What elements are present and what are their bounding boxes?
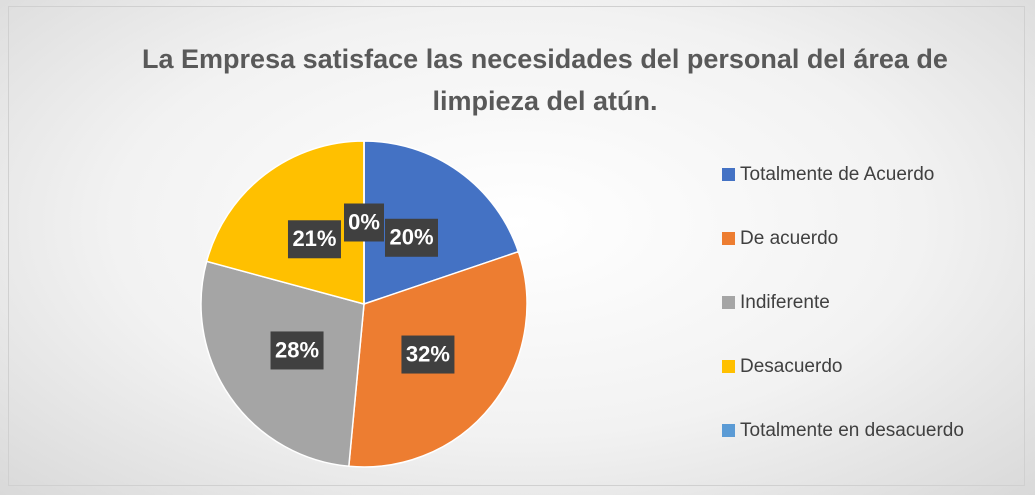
data-label-text: 32% (406, 341, 450, 366)
legend-item: Indiferente (722, 288, 972, 317)
legend-item: De acuerdo (722, 224, 972, 253)
legend-label: Totalmente en desacuerdo (740, 420, 964, 441)
data-label: 28% (270, 331, 324, 370)
data-label: 21% (287, 220, 341, 259)
data-label: 32% (401, 335, 455, 374)
data-label: 0% (344, 203, 384, 242)
data-label-text: 0% (348, 209, 380, 234)
data-label-text: 21% (292, 226, 336, 251)
data-label-box (384, 218, 438, 257)
legend-swatch (722, 168, 735, 181)
data-label-text: 28% (275, 337, 319, 362)
data-label-box (270, 331, 324, 370)
legend: Totalmente de Acuerdo De acuerdo Indiferen… (722, 160, 972, 480)
legend-swatch (722, 360, 735, 373)
chart-frame (8, 6, 1025, 486)
legend-item: Totalmente en desacuerdo (722, 416, 972, 445)
legend-item: Desacuerdo (722, 352, 972, 381)
legend-swatch (722, 232, 735, 245)
legend-label: De acuerdo (740, 228, 839, 249)
data-label: 20% (384, 218, 438, 257)
pie-slice (363, 140, 520, 306)
legend-label: Indiferente (740, 292, 830, 313)
legend-swatch (722, 296, 735, 309)
pie-slice (205, 140, 365, 305)
data-label-text: 20% (389, 225, 433, 250)
legend-label: Totalmente de Acuerdo (740, 164, 935, 185)
data-label-box (344, 203, 384, 242)
legend-swatch (722, 424, 735, 437)
data-label-box (287, 220, 341, 259)
data-label-box (401, 335, 455, 374)
chart-title: La Empresa satisface las necesidades del… (142, 44, 948, 116)
legend-item: Totalmente de Acuerdo (722, 160, 972, 189)
legend-label: Desacuerdo (740, 356, 843, 377)
